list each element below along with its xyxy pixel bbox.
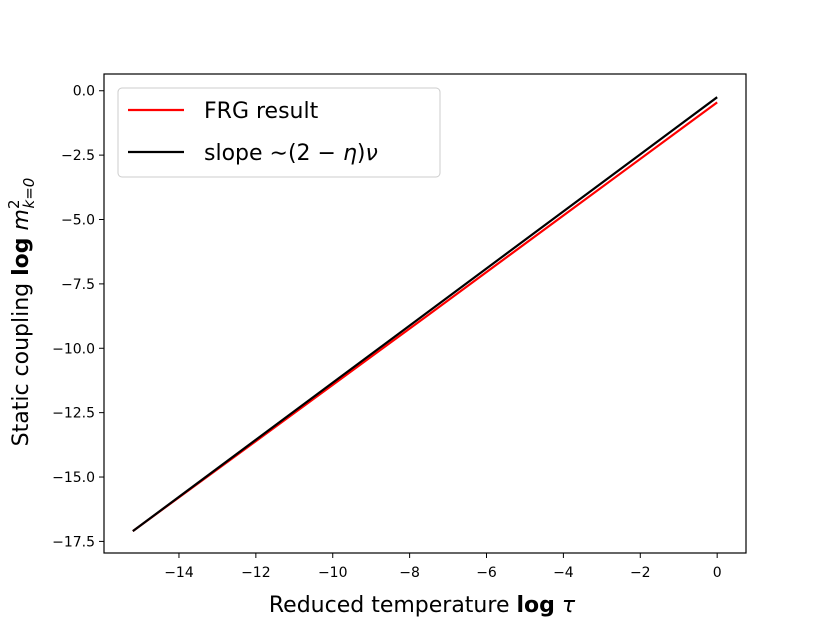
series-layer [132, 96, 718, 532]
y-tick-label: −7.5 [61, 277, 95, 293]
x-tick-label: 0 [713, 565, 722, 581]
legend-label-frg: FRG result [204, 99, 319, 124]
y-tick-label: −15.0 [52, 470, 95, 486]
x-tick-label: −6 [476, 565, 497, 581]
x-axis-label: Reduced temperature log τ [269, 593, 576, 618]
plot-frame [103, 73, 747, 554]
y-tick-label: −12.5 [52, 406, 95, 422]
legend-label-slope: slope ∼(2 − η)ν [204, 141, 378, 166]
y-tick-label: −10.0 [52, 341, 95, 357]
x-tick-label: −10 [318, 565, 348, 581]
y-tick-label: −5.0 [61, 213, 95, 229]
x-tick-label: −8 [399, 565, 420, 581]
y-axis-label: Static coupling log m2k=0 [5, 178, 38, 447]
x-tick-label: −4 [553, 565, 574, 581]
ticks-layer: −14 −12 −10 −8 −6 −4 −2 0 0.0 −2.5 −5.0 −7.5 −10.0 −1… [52, 84, 722, 581]
legend-box [117, 87, 441, 178]
legend: FRG result slope ∼(2 − η)ν [117, 87, 441, 178]
x-tick-label: −14 [164, 565, 194, 581]
y-tick-label: −17.5 [52, 534, 95, 550]
y-tick-label: 0.0 [73, 84, 95, 100]
x-tick-label: −12 [241, 565, 271, 581]
x-tick-label: −2 [630, 565, 651, 581]
y-tick-label: −2.5 [61, 148, 95, 164]
series-line-slope [132, 96, 718, 532]
